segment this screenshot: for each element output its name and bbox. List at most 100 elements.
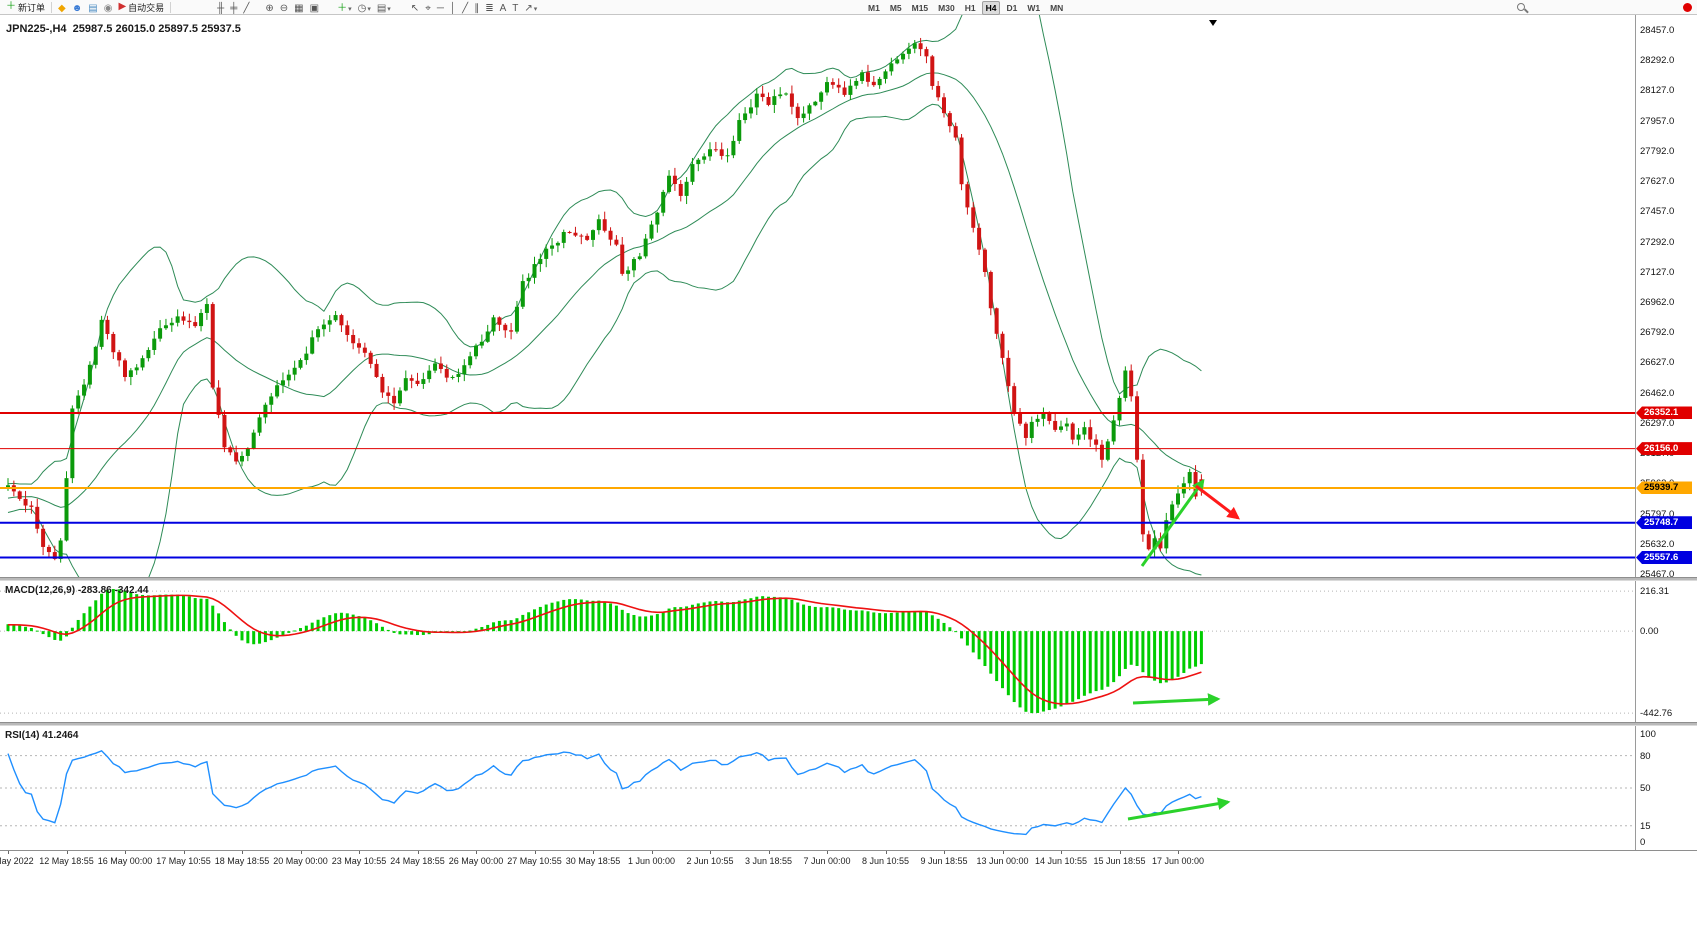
candle-body [895, 59, 900, 64]
candle-body [1176, 493, 1180, 505]
templates-button[interactable]: ▤ ▾ [375, 3, 393, 16]
macd-bar [971, 631, 975, 653]
search-icon[interactable] [1517, 3, 1525, 11]
pullback-down-arrow[interactable] [1195, 484, 1241, 520]
time-axis-tick [417, 851, 419, 854]
candle-body [134, 367, 139, 371]
macd-bar [819, 607, 823, 632]
candle-body [245, 448, 250, 456]
timeframe-w1[interactable]: W1 [1027, 3, 1041, 13]
macd-bar [614, 605, 618, 632]
profile-button[interactable]: ☻ [70, 3, 85, 16]
macd-bar [492, 622, 496, 632]
arrows-tool-button[interactable]: ↗ ▾ [522, 3, 539, 16]
macd-bar [807, 605, 811, 632]
macd-bar [1188, 631, 1192, 669]
candle-body [29, 505, 34, 507]
macd-bar [930, 615, 934, 632]
candlestick-chart-canvas[interactable] [0, 15, 1635, 577]
candle-body [345, 325, 350, 335]
timeframe-h1[interactable]: H1 [964, 3, 976, 13]
candle-body [1146, 534, 1151, 550]
time-axis-tick [183, 851, 185, 854]
alerts-button[interactable]: ◉ [102, 3, 115, 16]
panel-separator[interactable] [0, 722, 1697, 726]
price-axis-label: 27127.0 [1640, 266, 1675, 278]
macd-bar [304, 625, 308, 632]
price-axis-label: 26462.0 [1640, 387, 1675, 399]
candle-body [526, 277, 531, 282]
fibonacci-tool-button[interactable]: ≣ [483, 3, 495, 16]
new-order-button[interactable]: ＋ 新订单 [4, 1, 47, 14]
timeframe-m30[interactable]: M30 [938, 3, 955, 13]
candle-body [743, 113, 748, 121]
macd-bar [772, 596, 776, 632]
channel-tool-button[interactable]: ∥ [472, 3, 481, 16]
candle-body [807, 105, 812, 114]
crosshair-button[interactable]: ⌖ [423, 3, 433, 16]
macd-bar [878, 613, 882, 632]
macd-bar [380, 626, 384, 632]
macd-flat-arrow[interactable] [1132, 693, 1221, 706]
text-tool-button[interactable]: A [498, 3, 509, 16]
main-chart-panel[interactable]: JPN225-,H4 25987.5 26015.0 25897.5 25937… [0, 15, 1635, 577]
candle-body [117, 352, 122, 361]
trendline-tool-button[interactable]: ╱ [460, 3, 470, 16]
macd-bar [673, 607, 677, 632]
line-chart-button[interactable]: ╱ [241, 3, 251, 16]
panel-separator[interactable] [0, 577, 1697, 581]
timeframe-m5[interactable]: M5 [889, 3, 902, 13]
candle-body [93, 346, 98, 365]
price-badge: 26352.1 [1636, 406, 1692, 420]
charts-window-button[interactable]: ▤ [86, 3, 99, 16]
macd-bar [1170, 631, 1174, 681]
macd-panel[interactable]: MACD(12,26,9) -283.86 -342.44 [0, 581, 1635, 722]
timeframe-m1[interactable]: M1 [868, 3, 880, 13]
auto-trading-button[interactable]: ▶ 自动交易 [116, 1, 166, 14]
macd-bar [111, 589, 115, 632]
macd-bar [170, 594, 174, 632]
vline-tool-icon: │ [449, 3, 457, 14]
candle-body [889, 63, 894, 72]
macd-bar [1065, 631, 1069, 704]
timeframe-m15[interactable]: M15 [911, 3, 929, 13]
macd-name: MACD(12,26,9) [5, 585, 76, 596]
macd-bar [1006, 631, 1010, 696]
macd-chart-canvas [0, 589, 1635, 714]
timeframe-h4[interactable]: H4 [981, 1, 1001, 15]
cursor-button[interactable]: ↖ [409, 3, 421, 16]
candlestick-chart-button[interactable]: ╪ [228, 3, 239, 16]
macd-bar [1088, 631, 1092, 694]
price-axis[interactable]: 28457.0 28292.0 28127.0 27957.0 27792.0 27627… [1635, 15, 1697, 580]
candle-body [251, 432, 256, 449]
candle-body [433, 363, 438, 371]
rsi-up-arrow[interactable] [1127, 797, 1231, 821]
macd-bar [755, 596, 759, 632]
tile-windows-button[interactable]: ▣ [308, 3, 321, 16]
chart-shift-marker-icon[interactable] [1209, 20, 1217, 26]
grid-button[interactable]: ▦ [292, 3, 305, 16]
hline-tool-button[interactable]: ─ [435, 3, 446, 16]
zoom-out-button[interactable]: ⊖ [278, 3, 290, 16]
macd-bar [217, 613, 221, 632]
market-watch-button[interactable]: ◆ [56, 3, 68, 16]
macd-bar [562, 599, 566, 632]
bounce-up-arrow[interactable] [1140, 478, 1205, 567]
candle-body [17, 491, 22, 499]
bar-chart-button[interactable]: ╫ [215, 3, 226, 16]
label-tool-button[interactable]: T [510, 3, 520, 16]
timeframe-mn[interactable]: MN [1050, 3, 1064, 13]
candle-body [1099, 444, 1104, 460]
rsi-axis-label: 100 [1640, 729, 1656, 740]
price-axis-label: 26792.0 [1640, 327, 1675, 339]
vline-tool-button[interactable]: │ [448, 3, 458, 16]
indicators-add-button[interactable]: ＋ ▾ [335, 3, 354, 16]
zoom-in-button[interactable]: ⊕ [263, 3, 275, 16]
time-axis-tick [1178, 851, 1179, 854]
periods-button[interactable]: ◷ ▾ [356, 3, 373, 16]
rsi-panel[interactable]: RSI(14) 41.2464 [0, 726, 1635, 850]
timeframe-d1[interactable]: D1 [1006, 3, 1018, 13]
candle-body [474, 345, 478, 357]
macd-bar [1012, 631, 1016, 703]
